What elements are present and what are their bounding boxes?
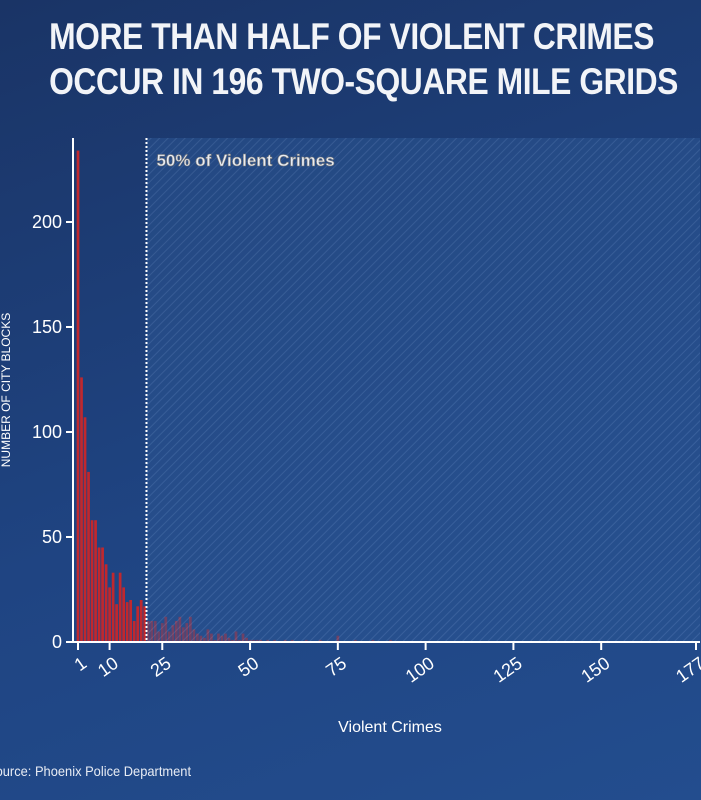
bar [90,520,94,642]
y-tick-label: 100 [32,422,62,442]
source-note: Source: Phoenix Police Department [0,763,192,779]
y-axis-label: NUMBER OF CITY BLOCKS [0,313,13,467]
bar [83,417,87,642]
bar [136,606,140,642]
chart-title: MORE THAN HALF OF VIOLENT CRIMES OCCUR I… [49,14,678,104]
bar [143,606,147,642]
x-tick-label: 1 [71,653,91,675]
x-tick-label: 75 [322,653,350,681]
x-tick-label: 125 [490,653,526,687]
x-axis-label: Violent Crimes [338,719,442,736]
bar [111,572,115,642]
bar [87,471,90,642]
x-tick-label: 10 [94,653,122,681]
bar [101,547,104,642]
title-line-2: OCCUR IN 196 TWO-SQUARE MILE GRIDS [49,61,678,102]
x-tick-label: 50 [234,653,262,681]
y-tick-label: 0 [52,632,62,652]
bar [125,602,129,642]
bar [94,520,97,642]
bar [108,587,111,642]
bar [97,547,101,642]
x-tick-label: 100 [402,653,438,687]
bar [122,587,126,642]
y-tick-label: 150 [32,317,62,337]
fifty-percent-region [146,138,701,642]
title-line-1: MORE THAN HALF OF VIOLENT CRIMES [49,16,655,57]
bar [80,377,83,642]
bar [104,564,108,642]
histogram-chart: 50% of Violent Crimes 0 50 100 150 200 1 10 25 5… [0,138,701,736]
y-tick-label: 200 [32,212,62,232]
bar [129,600,133,642]
x-tick-label: 150 [577,653,613,687]
annotation-label: 50% of Violent Crimes [156,151,334,170]
bar [139,600,143,642]
bar [76,150,80,642]
y-tick-label: 50 [42,527,62,547]
x-tick-label: 177 [672,653,701,687]
bar [118,572,122,642]
bar [132,621,136,642]
bar [115,604,118,642]
x-tick-label: 25 [147,653,175,681]
